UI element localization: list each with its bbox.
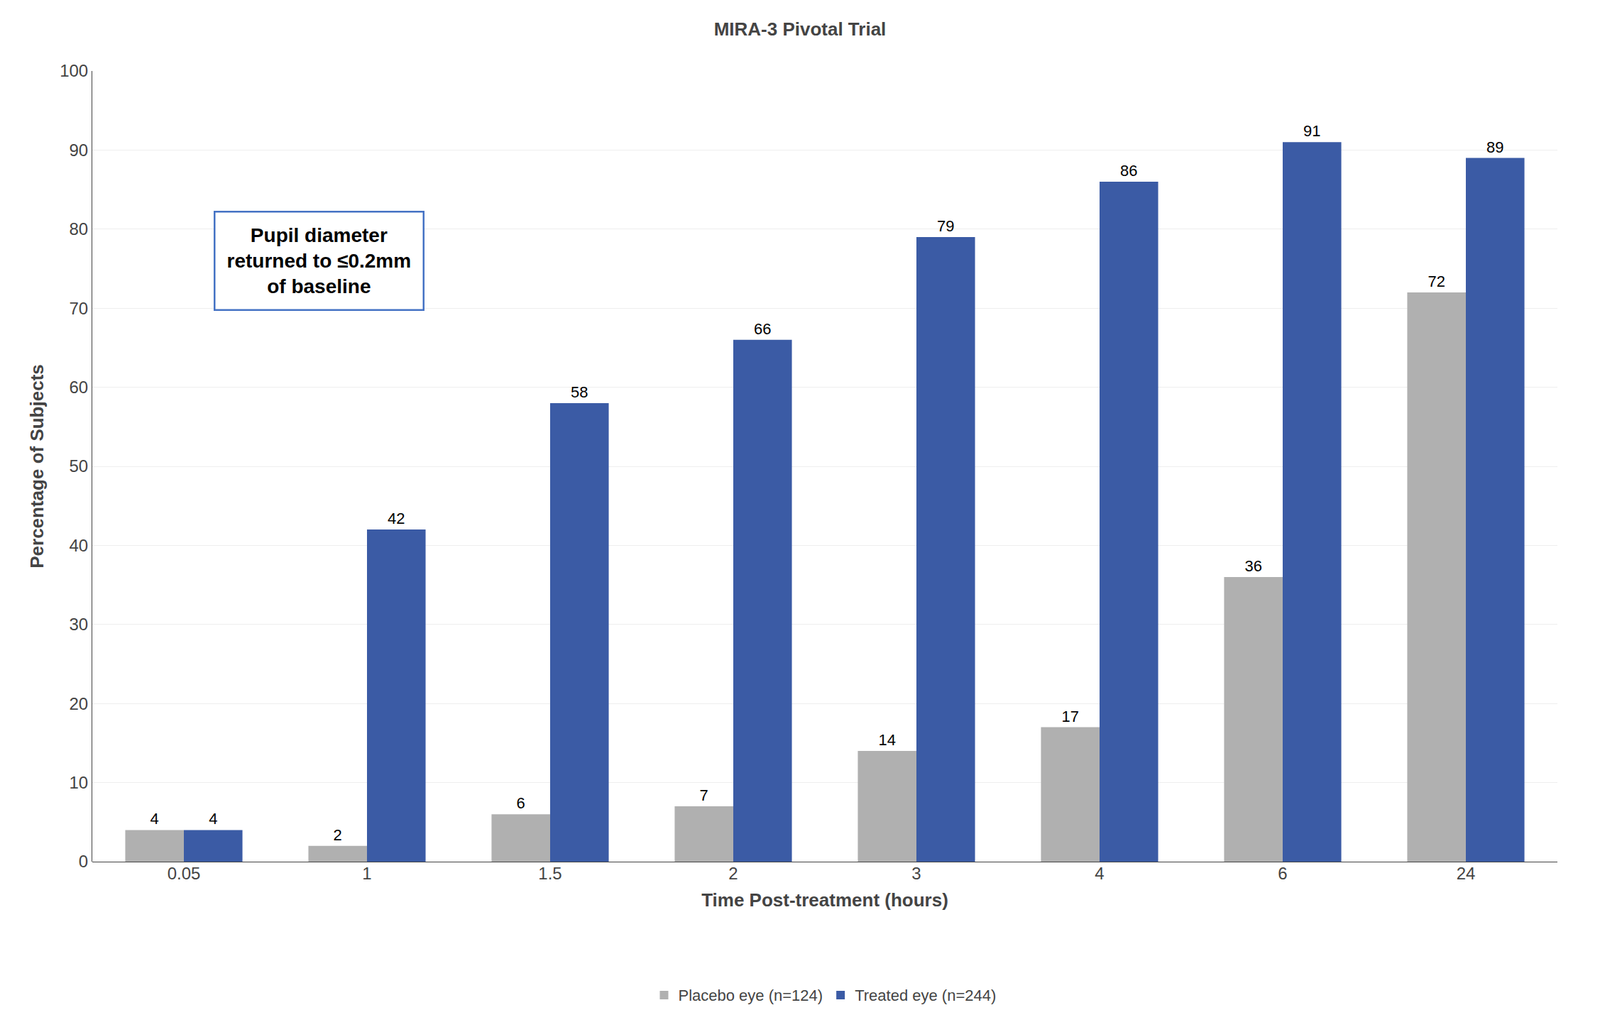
svg-text:66: 66 [753, 320, 771, 338]
svg-text:MIRA-3 Pivotal Trial: MIRA-3 Pivotal Trial [714, 18, 887, 40]
svg-text:7: 7 [699, 786, 709, 805]
svg-text:89: 89 [1486, 138, 1504, 157]
svg-text:1.5: 1.5 [538, 863, 562, 884]
svg-text:Placebo eye (n=124): Placebo eye (n=124) [678, 986, 824, 1005]
svg-text:20: 20 [68, 694, 89, 714]
svg-text:91: 91 [1303, 122, 1321, 140]
svg-text:36: 36 [1244, 557, 1262, 575]
svg-text:4: 4 [208, 809, 218, 828]
svg-text:1: 1 [362, 863, 372, 884]
svg-text:Percentage of Subjects: Percentage of Subjects [26, 364, 48, 569]
svg-text:80: 80 [68, 219, 89, 239]
svg-text:Time Post-treatment (hours): Time Post-treatment (hours) [701, 889, 949, 911]
svg-text:24: 24 [1456, 863, 1476, 884]
svg-text:10: 10 [68, 773, 89, 793]
svg-text:6: 6 [1277, 863, 1287, 884]
svg-text:79: 79 [937, 217, 955, 235]
svg-text:42: 42 [387, 509, 405, 528]
svg-text:86: 86 [1120, 161, 1138, 180]
svg-text:14: 14 [878, 731, 896, 749]
svg-text:0: 0 [78, 851, 89, 871]
svg-text:3: 3 [911, 863, 921, 884]
svg-text:90: 90 [68, 140, 89, 160]
svg-text:60: 60 [68, 377, 89, 397]
svg-text:72: 72 [1427, 272, 1445, 291]
svg-text:Pupil diameterreturned to ≤0.2: Pupil diameterreturned to ≤0.2mmof basel… [227, 224, 412, 299]
svg-text:100: 100 [59, 61, 89, 81]
svg-text:4: 4 [150, 809, 160, 828]
svg-text:0.05: 0.05 [167, 863, 201, 884]
svg-text:Treated eye (n=244): Treated eye (n=244) [854, 986, 996, 1005]
svg-text:17: 17 [1061, 707, 1079, 726]
svg-text:6: 6 [516, 794, 526, 813]
svg-text:2: 2 [333, 826, 343, 845]
svg-text:70: 70 [68, 298, 89, 319]
svg-text:40: 40 [68, 535, 89, 556]
svg-text:58: 58 [570, 383, 588, 402]
svg-text:4: 4 [1094, 863, 1104, 884]
svg-text:30: 30 [68, 614, 89, 634]
svg-text:50: 50 [68, 456, 89, 476]
svg-text:2: 2 [728, 863, 738, 884]
